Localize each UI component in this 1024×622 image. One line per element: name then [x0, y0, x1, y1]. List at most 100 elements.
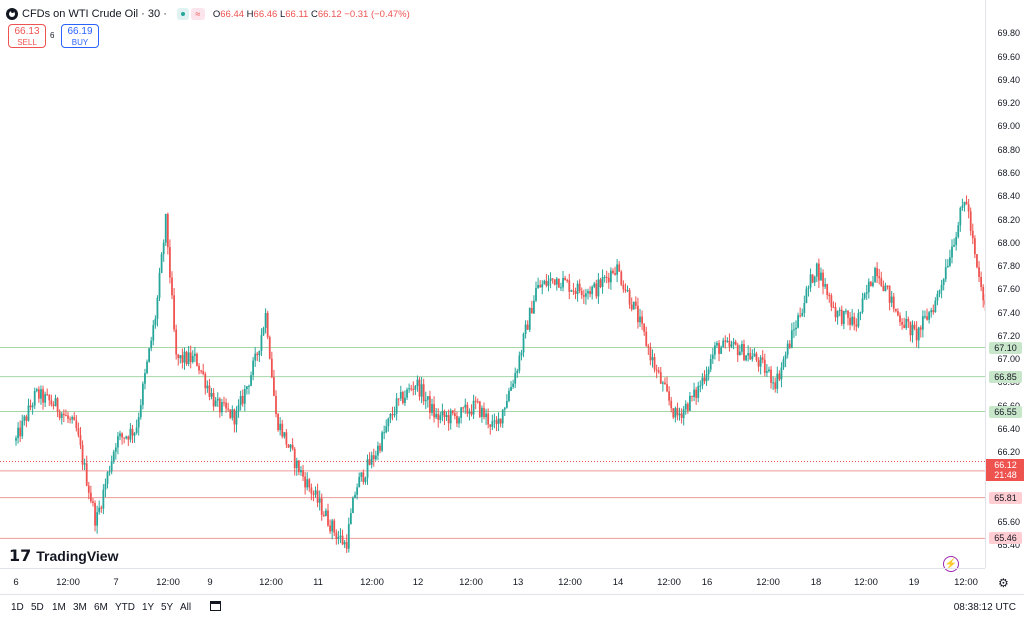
candle-body: [279, 423, 282, 431]
candle-body: [83, 463, 86, 465]
candle-body: [955, 236, 958, 246]
market-status-badge[interactable]: ≈: [176, 8, 205, 20]
level-price-tag[interactable]: 65.81: [989, 491, 1022, 504]
candle-body: [35, 389, 38, 392]
candle-body: [724, 340, 727, 342]
candle-body: [285, 432, 288, 445]
candle-body: [899, 315, 901, 322]
candle-body: [582, 295, 585, 297]
time-tick-label: 12:00: [360, 577, 384, 588]
candle-body: [451, 410, 454, 414]
date-range-calendar-icon[interactable]: [210, 601, 221, 611]
candle-body: [391, 414, 394, 416]
candle-body: [241, 395, 244, 404]
current-price-tag[interactable]: 66.12 21:48: [986, 458, 1024, 481]
level-price-tag[interactable]: 67.10: [989, 341, 1022, 354]
candle-body: [978, 267, 980, 277]
candle-body: [372, 455, 375, 460]
price-tick-label: 67.80: [997, 261, 1020, 272]
candle-body: [262, 328, 265, 336]
range-button-all[interactable]: All: [180, 602, 192, 613]
range-button-6m[interactable]: 6M: [94, 602, 108, 613]
candle-body: [624, 289, 627, 291]
candle-body: [605, 276, 608, 278]
candle-body: [289, 444, 292, 448]
symbol-title[interactable]: CFDs on WTI Crude Oil · 30 ·: [22, 8, 167, 20]
candle-body: [387, 418, 390, 427]
candle-body: [537, 285, 539, 288]
candle-body: [689, 395, 691, 411]
candle-body: [287, 444, 290, 448]
candle-body: [597, 279, 600, 297]
range-button-5y[interactable]: 5Y: [161, 602, 174, 613]
candle-body: [131, 428, 134, 436]
buy-button[interactable]: 66.19 BUY: [61, 24, 99, 48]
candlestick-plot[interactable]: [0, 0, 985, 568]
level-price-tag[interactable]: 66.85: [989, 370, 1022, 383]
candle-body: [944, 267, 947, 280]
level-price-tag[interactable]: 66.55: [989, 405, 1022, 418]
candle-body: [377, 445, 379, 456]
candle-body: [678, 413, 681, 416]
candle-body: [96, 512, 99, 526]
candle-body: [961, 205, 964, 208]
chart-canvas[interactable]: CFDs on WTI Crude Oil · 30 · ≈ O66.44 H6…: [0, 0, 985, 572]
bar-countdown: 21:48: [994, 469, 1017, 480]
candle-body: [612, 270, 614, 274]
candle-body: [695, 389, 698, 398]
candle-body: [894, 308, 897, 312]
candle-body: [81, 445, 84, 465]
candle-body: [266, 312, 269, 338]
candle-body: [481, 407, 483, 417]
candle-body: [705, 374, 708, 382]
candle-body: [98, 507, 101, 513]
candle-body: [574, 291, 577, 294]
candle-body: [458, 417, 460, 424]
candle-body: [250, 375, 252, 386]
range-button-ytd[interactable]: YTD: [115, 602, 135, 613]
candle-body: [65, 415, 67, 417]
candle-body: [424, 399, 427, 402]
candle-body: [813, 276, 816, 283]
candle-body: [892, 296, 895, 309]
candle-body: [108, 471, 111, 473]
candle-body: [553, 279, 556, 285]
candle-body: [845, 310, 847, 312]
candle-body: [42, 389, 44, 403]
tradingview-watermark[interactable]: 17 TradingView: [9, 548, 118, 565]
candle-body: [599, 279, 602, 287]
range-button-1m[interactable]: 1M: [52, 602, 66, 613]
candle-body: [48, 394, 51, 401]
candle-body: [516, 370, 519, 374]
candle-body: [874, 268, 876, 283]
candle-body: [510, 386, 512, 391]
candle-body: [853, 316, 856, 325]
range-button-3m[interactable]: 3M: [73, 602, 87, 613]
candle-body: [360, 472, 363, 477]
candle-body: [637, 305, 639, 323]
sell-button[interactable]: 66.13 SELL: [8, 24, 46, 48]
symbol-logo-icon[interactable]: [6, 8, 18, 20]
candle-body: [834, 307, 837, 318]
candle-body: [258, 350, 261, 356]
candle-body: [154, 318, 157, 326]
axis-settings-gear-icon[interactable]: ⚙: [998, 576, 1009, 590]
candle-body: [37, 389, 40, 399]
candle-body: [464, 404, 467, 408]
range-button-1y[interactable]: 1Y: [142, 602, 155, 613]
candle-body: [214, 400, 217, 407]
price-axis[interactable]: 69.80 69.60 69.40 69.20 69.00 68.80 68.60 68.40…: [985, 0, 1024, 568]
candle-body: [476, 401, 479, 403]
candle-body: [40, 389, 42, 399]
alert-lightning-icon[interactable]: ⚡: [943, 556, 959, 572]
candle-body: [349, 513, 352, 525]
candle-body: [670, 400, 673, 409]
range-button-5d[interactable]: 5D: [31, 602, 44, 613]
utc-clock[interactable]: 08:38:12 UTC: [953, 602, 1016, 613]
level-price-tag[interactable]: 65.46: [989, 532, 1022, 545]
range-button-1d[interactable]: 1D: [11, 602, 24, 613]
candle-body: [618, 264, 621, 272]
candle-body: [445, 415, 448, 417]
time-axis[interactable]: 6 12:00 7 12:00 9 12:00 11 12:00 12 12:00 13 12:00 1…: [0, 568, 985, 595]
candle-body: [129, 428, 132, 440]
